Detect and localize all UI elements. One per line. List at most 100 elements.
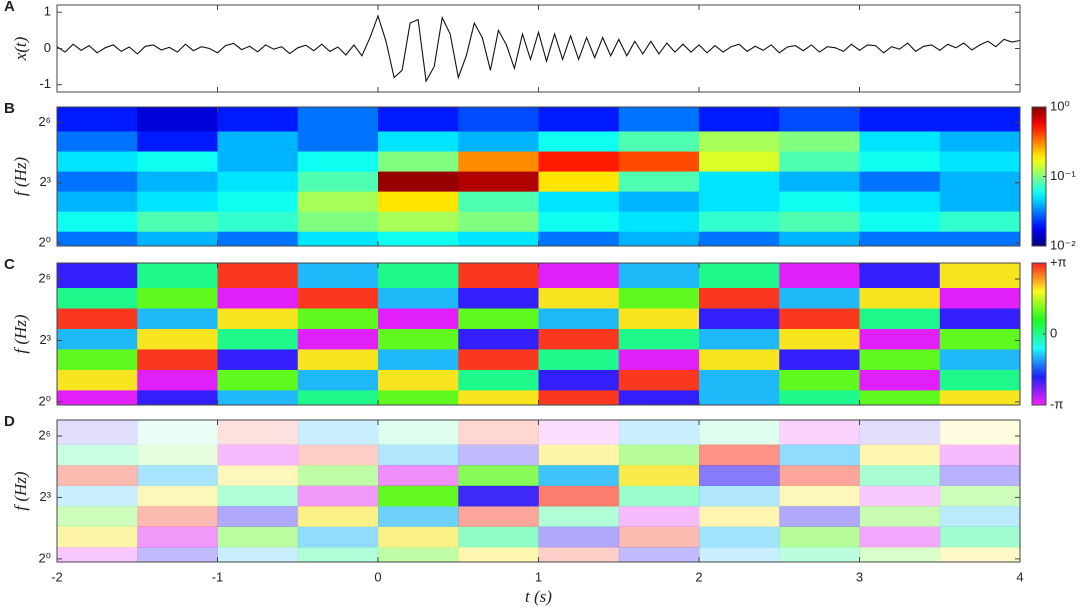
heatmap-cell (137, 444, 218, 466)
panel-label: D (4, 413, 15, 430)
heatmap-cell (699, 505, 780, 527)
panel-label: C (4, 256, 15, 273)
y-tick-label: -1 (39, 76, 51, 91)
heatmap-cell (137, 307, 218, 329)
heatmap-cell (458, 130, 539, 152)
heatmap-cell (57, 348, 138, 370)
heatmap-cell (297, 107, 379, 132)
heatmap-cell (538, 287, 620, 309)
heatmap-cell (297, 485, 379, 507)
heatmap-cell (699, 263, 780, 289)
heatmap-cell (57, 526, 138, 548)
heatmap-cell (57, 464, 138, 486)
heatmap-cell (137, 287, 218, 309)
heatmap-cell (939, 485, 1020, 507)
heatmap-cell (779, 464, 860, 486)
y-tick-label: 2⁰ (39, 550, 51, 565)
heatmap-cell (378, 505, 459, 527)
heatmap-cell (859, 307, 941, 329)
heatmap-cell (538, 151, 620, 172)
heatmap-cell (297, 130, 379, 152)
heatmap-cell (217, 505, 299, 527)
heatmap-cell (618, 444, 700, 466)
heatmap-cell (618, 526, 700, 548)
heatmap-cell (458, 307, 539, 329)
heatmap-cell (779, 171, 860, 192)
heatmap-cell (378, 171, 459, 192)
y-tick-label: 2⁰ (39, 393, 51, 408)
heatmap-cell (699, 328, 780, 350)
heatmap-cell (939, 307, 1020, 329)
colorbar-tick-label: -π (1050, 396, 1063, 411)
heatmap-cell (57, 191, 138, 212)
heatmap-cell (699, 171, 780, 192)
heatmap-cell (939, 505, 1020, 527)
heatmap-cell (538, 444, 620, 466)
heatmap-cell (297, 211, 379, 232)
heatmap-cell (618, 464, 700, 486)
heatmap-cell (939, 231, 1020, 246)
heatmap-cell (217, 464, 299, 486)
heatmap-cell (939, 107, 1020, 132)
heatmap-cell (779, 348, 860, 370)
heatmap-cell (779, 485, 860, 507)
heatmap-cell (859, 485, 941, 507)
heatmap-cell (378, 389, 459, 405)
heatmap-cell (297, 263, 379, 289)
heatmap-cell (618, 505, 700, 527)
heatmap-cell (699, 211, 780, 232)
heatmap-cell (699, 348, 780, 370)
heatmap-cell (939, 444, 1020, 466)
heatmap-cell (859, 231, 941, 246)
x-tick-label: -2 (51, 569, 63, 584)
heatmap-cell (859, 211, 941, 232)
heatmap-cell (699, 107, 780, 132)
y-axis-label: f (Hz) (11, 314, 30, 354)
heatmap-cell (939, 171, 1020, 192)
heatmap-cell (217, 107, 299, 132)
heatmap-cell (57, 171, 138, 192)
heatmap-cell (57, 130, 138, 152)
plot-area (57, 263, 1020, 405)
panel-label: A (4, 0, 15, 15)
heatmap-cell (699, 130, 780, 152)
heatmap-cell (378, 307, 459, 329)
heatmap-cell (618, 420, 700, 446)
heatmap-cell (217, 307, 299, 329)
plot-area (57, 14, 1020, 83)
heatmap-cell (538, 107, 620, 132)
heatmap-cell (217, 328, 299, 350)
heatmap-cell (618, 231, 700, 246)
heatmap-cell (57, 307, 138, 329)
heatmap-cell (939, 348, 1020, 370)
heatmap-cell (538, 211, 620, 232)
heatmap-cell (297, 151, 379, 172)
heatmap-cell (859, 348, 941, 370)
heatmap-cell (538, 485, 620, 507)
heatmap-cell (217, 171, 299, 192)
heatmap-cell (217, 130, 299, 152)
heatmap-cell (538, 464, 620, 486)
panel-label: B (4, 100, 15, 117)
heatmap-cell (57, 211, 138, 232)
heatmap-cell (297, 464, 379, 486)
heatmap-cell (458, 107, 539, 132)
heatmap-cell (618, 389, 700, 405)
heatmap-cell (458, 420, 539, 446)
heatmap-cell (779, 191, 860, 212)
heatmap-cell (378, 328, 459, 350)
heatmap-cell (137, 389, 218, 405)
heatmap-cell (378, 151, 459, 172)
heatmap-cell (859, 171, 941, 192)
heatmap-cell (859, 464, 941, 486)
heatmap-cell (378, 263, 459, 289)
heatmap-cell (618, 130, 700, 152)
heatmap-cell (217, 263, 299, 289)
heatmap-cell (699, 151, 780, 172)
heatmap-cell (939, 420, 1020, 446)
heatmap-cell (939, 526, 1020, 548)
x-tick-label: 3 (856, 569, 863, 584)
heatmap-cell (538, 307, 620, 329)
heatmap-cell (217, 546, 299, 562)
y-tick-label: 2⁰ (39, 234, 51, 249)
